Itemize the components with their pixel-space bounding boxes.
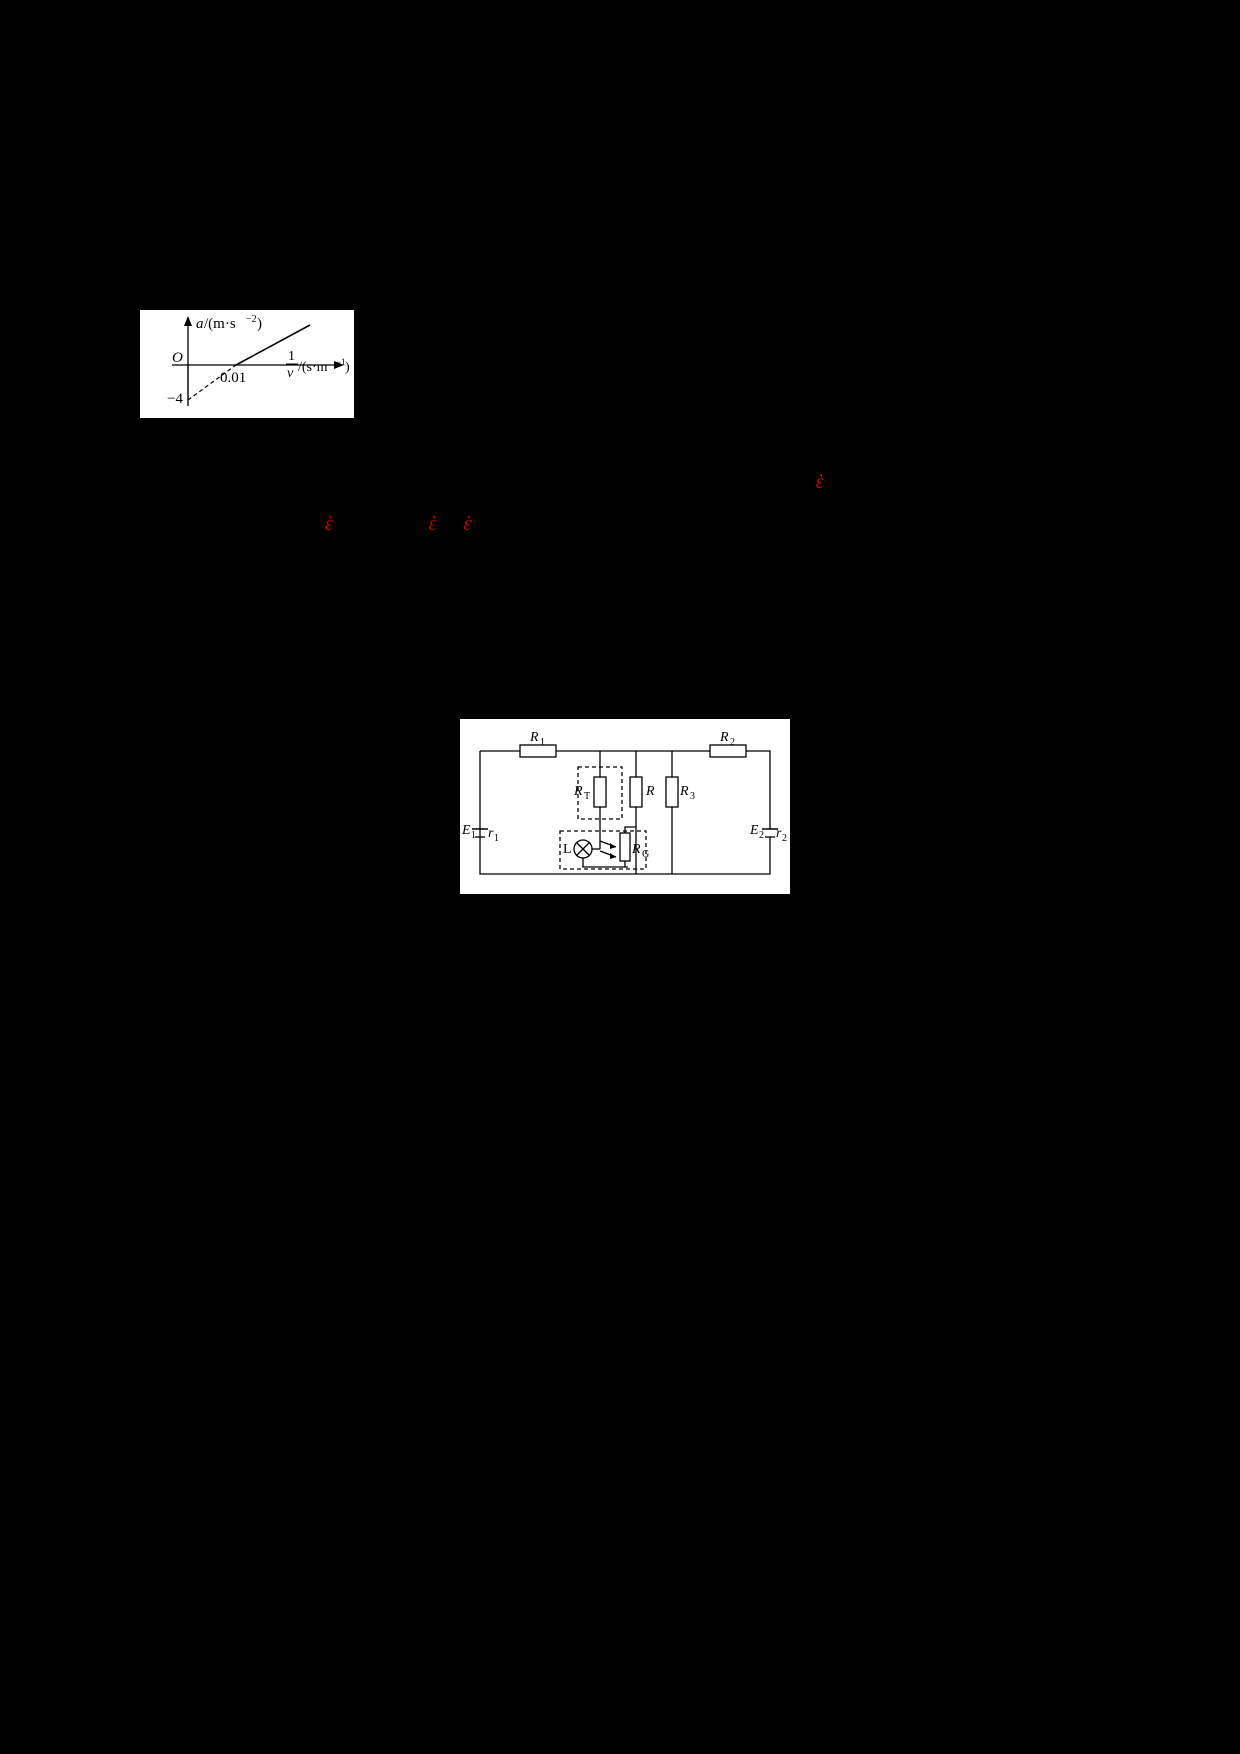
svg-text:E: E: [461, 823, 471, 838]
svg-text:2: 2: [730, 737, 735, 748]
svg-text:R: R: [645, 784, 655, 799]
q11A-tail: 约为 3 000 Ω）: [496, 1388, 631, 1410]
svg-text:L: L: [563, 842, 572, 857]
q10-opt-C: C．两个水泵串联使用，水泵均正常工作时每秒抽水的质量为 2I(U−IR) gh: [140, 1154, 1110, 1199]
svg-text:−4: −4: [167, 391, 183, 407]
circuit-svg: R1 R2 RT R R3 E1 r1 E2 r2 L RG: [460, 719, 790, 894]
q9-opt-D: D．当环境温度降低时，灯泡 L 变暗，E₁ 的输出功率增大: [140, 673, 1110, 711]
svg-text:1: 1: [540, 737, 545, 748]
q10-line4: 池塘中水的密度为 ρ，不计管道中水的动能和水与管道之间的摩擦损耗，则（ ）: [140, 1028, 1110, 1066]
q10-opt-D: D．两个水泵并联使用，水泵均正常工作时每秒抽水的体积为 2I(U−2IR) ρg…: [140, 1203, 1110, 1248]
svg-text:1: 1: [288, 349, 295, 364]
q8-opt-C: C．所受阻力与车重力之比为 0.4: [140, 224, 1110, 262]
q10-line3: 泵的额定电压为 U、额定电流为 I，所用输电线的总电阻为 R，水箱距池塘水面的高…: [140, 986, 1110, 1024]
q11A-t: A．待测电压表 V（量程为 3 V，内阻: [140, 1388, 473, 1410]
q10-line2: 水库等抽水灌溉。小林发现村里用两个相同的水泵从同一池塘向高处水箱抽水。已知每个水: [140, 944, 1110, 982]
svg-text:E: E: [749, 823, 759, 838]
q11A-Rv: R: [473, 1388, 485, 1410]
q10D-pre: D．两个水泵并联使用，水泵均正常工作时每秒抽水的体积为: [140, 1207, 674, 1245]
q10-opt-B: B．两个水泵串联使用，村变压器的输出电压至少为 2(U+IR): [140, 1112, 1110, 1150]
figure-a-vs-1overv: a /(m·s −2 ) O 0.01 −4 1 v /(s·m −1 ): [140, 310, 354, 418]
svg-text:G: G: [642, 849, 649, 860]
q10B-U: U: [615, 1120, 629, 1142]
q9-eps2: ὲ: [325, 513, 333, 535]
q9-stem-line2: 强度的增强而减小。已知灯泡 L 的电阻恒定，电源 E₁ 的电动势与内阻分别为 ὲ…: [140, 463, 1110, 501]
q9-opt-B: B．当光照强度增强时，灯泡 L 变暗，R₂ 消耗的功率减小: [140, 589, 1110, 627]
q8-opt-B: B．当地的重力加速度大小为 10 m/s²: [140, 182, 1110, 220]
q10C-top: 2I(U−IR): [679, 1154, 764, 1177]
svg-text:): ): [345, 360, 350, 375]
q9-sub-G: G: [820, 438, 830, 453]
q10-line1: 10．2022 年秋天，我国大部分地区降雨量明显比往年偏少，广大农村地区利用水泵…: [140, 902, 1110, 940]
svg-text:R: R: [573, 784, 583, 799]
svg-text:T: T: [584, 791, 590, 802]
q9-opt-A: A．当光照强度增强时，灯泡 L 变暗，R₂ 消耗的功率增大: [140, 547, 1110, 585]
section2-heading: 二、非选择题：共 60 分。: [140, 1254, 1110, 1292]
q9-eps1: ὲ: [816, 471, 824, 493]
q11-itemA: A．待测电压表 V（量程为 3 V，内阻 RV 约为 3 000 Ω）: [140, 1380, 1110, 1419]
q9-l3d: ₂，R₁、R₂、R₃ 为定值电阻，则下列说法正确的是（ ）: [471, 513, 969, 535]
svg-text:1: 1: [471, 830, 476, 841]
q9-t3: 的阻值随光照: [830, 428, 955, 450]
svg-text:a: a: [196, 316, 204, 332]
q10B-pre: B．两个水泵串联使用，村变压器的输出电压至少为 2(: [140, 1120, 615, 1142]
svg-text:/(s·m: /(s·m: [298, 360, 328, 375]
q10-options: A．若只让一个水泵以额定功率工作，则灌满水箱所需的时间变为使用两个水泵时的 2 …: [140, 1070, 1110, 1248]
q10C-bot: gh: [708, 1177, 736, 1199]
graph-svg: a /(m·s −2 ) O 0.01 −4 1 v /(s·m −1 ): [140, 310, 354, 418]
q9-sub-T: T: [448, 438, 457, 453]
svg-text:/(m·s: /(m·s: [204, 316, 236, 332]
svg-text:−2: −2: [246, 314, 257, 325]
q8-opt-A: A．牵引力大小为 2 000 N: [140, 140, 1110, 178]
svg-text:R: R: [719, 730, 729, 745]
svg-text:O: O: [172, 350, 183, 366]
q9-stem-line3: 电动势与内阻分别为 ὲ₂ 和 r₂，且 ὲ₁＞ὲ₂，R₁、R₂、R₃ 为定值电阻…: [140, 505, 1110, 543]
q8-options: A．牵引力大小为 2 000 N B．当地的重力加速度大小为 10 m/s² C…: [140, 140, 1110, 304]
q9-stem-line1: 9．如图所示的电路中，热敏电阻 RT 的阻值随温度的升高而减小，光敏电阻 RG …: [140, 420, 1110, 459]
svg-text:v: v: [287, 366, 294, 381]
q9-options: A．当光照强度增强时，灯泡 L 变暗，R₂ 消耗的功率增大 B．当光照强度增强时…: [140, 547, 1110, 711]
svg-text:R: R: [631, 842, 641, 857]
figure-circuit: R1 R2 RT R R3 E1 r1 E2 r2 L RG: [460, 719, 790, 894]
q9-t1: 9．如图所示的电路中，热敏电阻 R: [140, 428, 448, 450]
svg-text:R: R: [529, 730, 539, 745]
q11A-Vsub: V: [486, 1398, 496, 1413]
svg-text:3: 3: [690, 791, 695, 802]
svg-text:): ): [257, 316, 262, 332]
q9-l3b: ₂ 和 r₂，且: [333, 513, 429, 535]
q9-l2a: 强度的增强而减小。已知灯泡 L 的电阻恒定，电源 E₁ 的电动势与内阻分别为: [140, 471, 816, 493]
q10C-pre: C．两个水泵串联使用，水泵均正常工作时每秒抽水的质量为: [140, 1158, 673, 1196]
q9-t2: 的阻值随温度的升高而减小，光敏电阻 R: [457, 428, 820, 450]
page-content: A．牵引力大小为 2 000 N B．当地的重力加速度大小为 10 m/s² C…: [0, 0, 1240, 1483]
q8-opt-D: D．汽车速度为 2 m/s 时的加速度大小为 6 m/s²: [140, 266, 1110, 304]
q9-l3a: 电动势与内阻分别为: [140, 513, 325, 535]
q11-line2: 标注精度等级，该同学想利用以下器材来测定该电压表的内阻。: [140, 1338, 1110, 1376]
q10B-mid: +IR): [629, 1120, 667, 1142]
svg-text:R: R: [679, 784, 689, 799]
q10D-bot: ρgh: [709, 1226, 747, 1248]
q10C-frac: 2I(U−IR) gh: [679, 1154, 764, 1199]
svg-text:0.01: 0.01: [220, 370, 246, 386]
q11-line1: 11．（8 分）某同学网购了一个量程为 3 V 的电压表，店家既没有标注电压表内…: [140, 1296, 1110, 1334]
q9-l3c: ₁＞: [436, 513, 463, 535]
svg-text:1: 1: [494, 833, 499, 844]
q10-opt-A: A．若只让一个水泵以额定功率工作，则灌满水箱所需的时间变为使用两个水泵时的 2 …: [140, 1070, 1110, 1108]
q10D-frac: 2I(U−2IR) ρgh: [680, 1203, 775, 1248]
svg-text:2: 2: [759, 830, 764, 841]
svg-text:2: 2: [782, 833, 787, 844]
q9-l2b: ₁ 和 r₁，电源 E₂ 的: [824, 471, 984, 493]
q10D-top: 2I(U−2IR): [680, 1203, 775, 1226]
q9-opt-C: C．当环境温度降低时，灯泡 L 变暗，E₁ 的输出功率减小: [140, 631, 1110, 669]
